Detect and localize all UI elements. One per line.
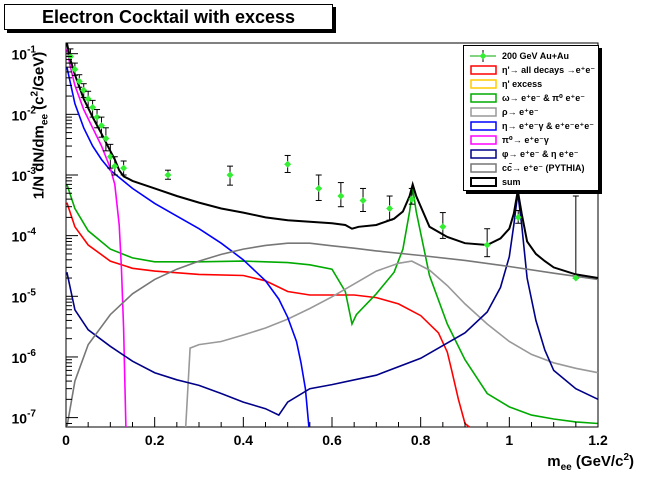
legend-swatch (470, 163, 497, 173)
data-point (439, 212, 447, 239)
ticks-layer: 0 0.2 0.4 0.6 0.8 1 1.210-710-610-510-410-310-… (12, 45, 608, 448)
legend-label: 200 GeV Au+Au (502, 51, 569, 61)
data-point (102, 127, 110, 152)
x-tick-label: 0.8 (411, 432, 431, 448)
data-point (572, 195, 580, 282)
x-tick-label: 0.4 (234, 432, 254, 448)
legend-label: η→ e⁺e⁻γ & e⁺e⁻e⁺e⁻ (502, 121, 595, 131)
x-tick-label: 1.2 (588, 432, 608, 448)
y-tick-label: 10-5 (12, 287, 37, 305)
data-point (386, 195, 394, 221)
legend-entry: η→ e⁺e⁻γ & e⁺e⁻e⁺e⁻ (464, 119, 598, 133)
x-tick-label: 0 (62, 432, 70, 448)
data-point (89, 99, 97, 118)
data-point (75, 74, 83, 88)
data-point (71, 62, 79, 76)
legend-label: sum (502, 177, 521, 187)
legend-swatch (470, 93, 497, 103)
legend-label: η' excess (502, 79, 543, 89)
series-line-3-e-e (184, 260, 599, 428)
legend-swatch (470, 135, 497, 145)
series-layer (65, 42, 599, 428)
data-point (164, 169, 172, 180)
legend-swatch (470, 149, 497, 159)
chart-title: Electron Cocktail with excess (4, 4, 333, 30)
data-point (106, 143, 114, 169)
legend-entry: ρ→ e⁺e⁻ (464, 105, 598, 119)
legend-entry: φ→ e⁺e⁻ & η e⁺e⁻ (464, 147, 598, 161)
y-tick-label: 10-6 (12, 348, 37, 366)
data-point (315, 174, 323, 201)
data-point (514, 209, 522, 224)
legend-entry: 200 GeV Au+Au (464, 49, 598, 63)
legend-swatch (470, 177, 497, 187)
legend-entry: η' excess (464, 77, 598, 91)
data-point (284, 154, 292, 173)
legend-entry: sum (464, 175, 598, 189)
series-line-7-cc-e-e-pythia (66, 242, 599, 428)
legend-label: ω→ e⁺e⁻ & π⁰ e⁺e⁻ (502, 93, 585, 103)
data-point (337, 182, 345, 208)
series-line-2-e-e-e-e (66, 184, 599, 425)
data-point (111, 156, 119, 176)
legend-swatch (470, 121, 497, 131)
series-line-8-sum (65, 42, 599, 279)
series-line-0-all-decays-e-e (66, 202, 470, 428)
series-line-6-e-e-e-e (66, 193, 599, 417)
y-axis-label: 1/N dN/dmee (c2/GeV) (29, 51, 51, 200)
legend-label: cc̄→ e⁺e⁻ (PYTHIA) (502, 163, 585, 173)
legend-entry: ω→ e⁺e⁻ & π⁰ e⁺e⁻ (464, 91, 598, 105)
legend-entry: cc̄→ e⁺e⁻ (PYTHIA) (464, 161, 598, 175)
data-point (120, 160, 128, 176)
series-line-4-e-e-e-e-e-e (66, 66, 310, 428)
data-point (408, 187, 416, 205)
x-tick-label: 0.2 (145, 432, 165, 448)
data-point (226, 165, 234, 186)
legend: 200 GeV Au+Au η'→ all decays →e⁺e⁻ η' exce… (463, 45, 599, 191)
x-axis-label: mee (GeV/c2) (547, 452, 634, 473)
x-tick-label: 1 (505, 432, 513, 448)
x-tick-label: 0.6 (322, 432, 342, 448)
legend-label: ρ→ e⁺e⁻ (502, 107, 539, 117)
legend-label: η'→ all decays →e⁺e⁻ (502, 65, 596, 75)
legend-label: π⁰→ e⁺e⁻γ (502, 135, 549, 145)
legend-swatch (470, 79, 497, 89)
legend-label: φ→ e⁺e⁻ & η e⁺e⁻ (502, 149, 579, 159)
legend-entry: η'→ all decays →e⁺e⁻ (464, 63, 598, 77)
legend-swatch (470, 50, 496, 62)
y-tick-label: 10-7 (12, 409, 37, 427)
legend-entry: π⁰→ e⁺e⁻γ (464, 133, 598, 147)
data-point (93, 109, 101, 129)
data-point (80, 83, 88, 98)
legend-swatch (470, 107, 497, 117)
data-point (483, 228, 491, 258)
data-point (359, 187, 367, 213)
legend-swatch (470, 65, 497, 75)
